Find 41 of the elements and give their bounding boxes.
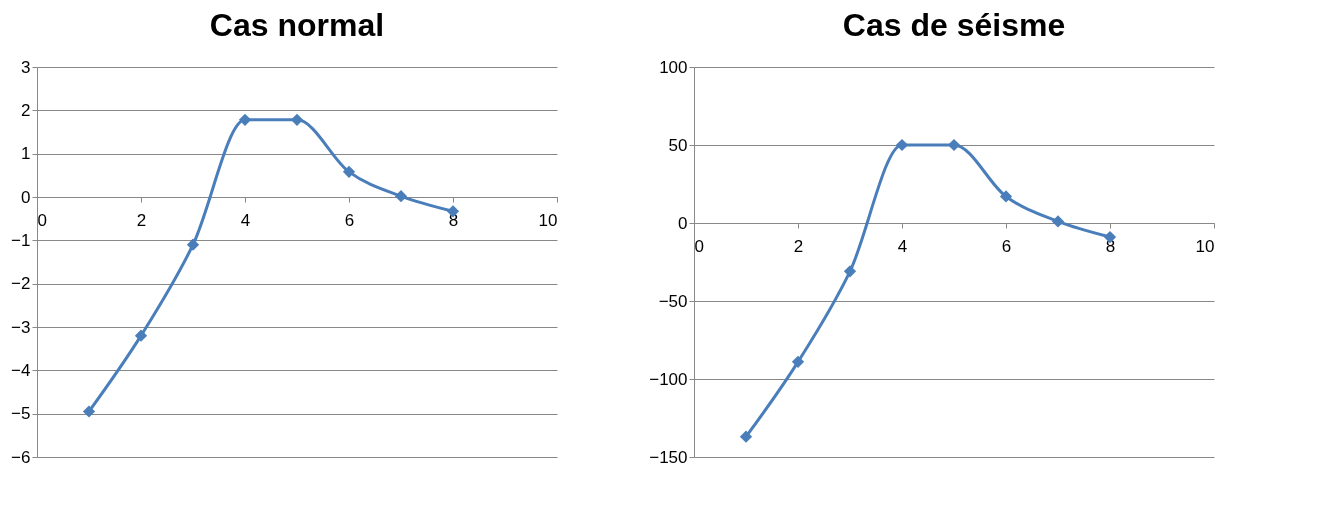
point — [895, 138, 909, 152]
y-tick-label: −5 — [11, 404, 31, 424]
point — [1051, 215, 1065, 228]
y-tick-label: 100 — [659, 57, 688, 77]
x-tick-label: 10 — [538, 210, 558, 230]
point — [394, 190, 408, 203]
point — [739, 430, 753, 443]
x-tick-label: 6 — [1001, 236, 1012, 256]
y-tick-label: 1 — [21, 144, 31, 164]
x-tick-label: 0 — [694, 236, 704, 256]
point — [238, 113, 252, 126]
point — [999, 190, 1013, 203]
y-tick-label: 0 — [21, 187, 31, 207]
y-tick-label: −100 — [649, 369, 688, 389]
x-tick-label: 2 — [136, 210, 147, 230]
y-tick-label: 3 — [21, 57, 31, 77]
point — [290, 113, 304, 126]
y-tick-label: −4 — [11, 360, 31, 380]
point — [82, 405, 96, 418]
y-tick-label: −1 — [11, 230, 31, 250]
chart-title: Cas de séisme — [842, 7, 1066, 43]
y-tick-label: 2 — [21, 100, 31, 120]
chart-title: Cas normal — [209, 7, 385, 43]
y-tick-label: 50 — [668, 135, 688, 155]
x-tick-label: 0 — [37, 210, 47, 230]
x-tick-label: 10 — [1195, 236, 1215, 256]
x-tick-label: 4 — [897, 236, 908, 256]
y-tick-label: −6 — [11, 447, 31, 467]
point — [843, 265, 857, 278]
point — [134, 329, 148, 342]
point — [342, 165, 356, 178]
point — [791, 355, 805, 368]
y-tick-label: −150 — [649, 447, 688, 467]
x-tick-label: 4 — [240, 210, 251, 230]
point — [186, 238, 200, 251]
y-tick-label: −3 — [11, 317, 31, 337]
x-tick-label: 6 — [344, 210, 355, 230]
y-tick-label: −2 — [11, 274, 31, 294]
y-tick-label: −50 — [658, 291, 688, 311]
point — [947, 138, 961, 152]
x-tick-label: 2 — [793, 236, 804, 256]
